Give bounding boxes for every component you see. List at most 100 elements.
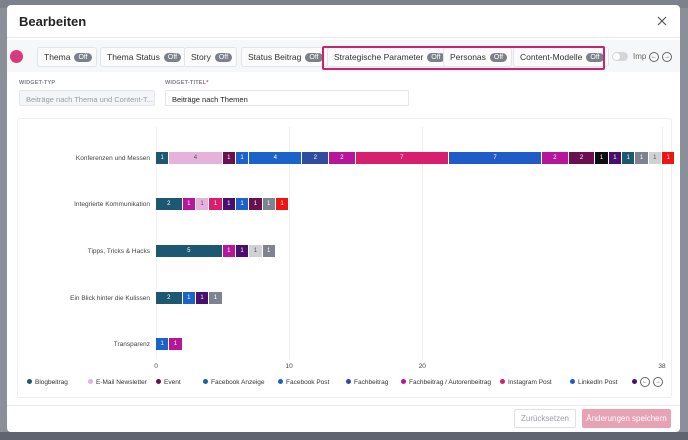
legend-next-icon[interactable]: → [653, 377, 663, 387]
legend-item[interactable] [632, 379, 640, 386]
legend-item[interactable]: E-Mail Newsletter [88, 379, 147, 386]
toggle-off-badge[interactable]: Off [74, 53, 92, 62]
legend-item[interactable]: Event [156, 379, 181, 386]
category-label: Tipps, Tricks & Hacks [87, 248, 150, 255]
scroll-right-icon[interactable]: → [662, 52, 672, 62]
legend-item[interactable]: LinkedIn Post [570, 379, 617, 386]
bar-segment[interactable]: 1 [662, 152, 676, 164]
bar-segment[interactable]: 1 [156, 152, 170, 164]
legend-dot-icon [27, 379, 32, 384]
bar-segment[interactable]: 1 [262, 198, 276, 210]
x-tick-label: 38 [658, 363, 666, 370]
legend-dot-icon [88, 379, 93, 384]
bar-segment[interactable]: 2 [156, 198, 183, 210]
legend-item[interactable]: Fachbeitrag / Autorenbeitrag [401, 379, 491, 386]
bar-segment[interactable]: 4 [249, 152, 303, 164]
legend-dot-icon [346, 379, 351, 384]
legend-item[interactable]: Instagram Post [500, 379, 552, 386]
toggle-off-badge[interactable]: Off [586, 53, 604, 62]
toggle-off-badge[interactable]: Off [489, 53, 508, 62]
filter-chip-personas[interactable]: Personas Off [443, 47, 513, 67]
bar-segment[interactable]: 1 [182, 292, 196, 304]
filter-chip-strategische-parameter[interactable]: Strategische Parameter Off [327, 47, 450, 67]
legend-prev-icon[interactable]: ← [640, 377, 650, 387]
bar-segment[interactable]: 7 [355, 152, 449, 164]
legend-dot-icon [570, 379, 575, 384]
reset-button[interactable]: Zurücksetzen [514, 409, 576, 428]
modal-header: Bearbeiten [7, 5, 680, 38]
bar-segment[interactable]: 1 [222, 198, 236, 210]
legend-label: Fachbeitrag [354, 379, 389, 386]
toggle-off-badge[interactable]: Off [427, 53, 445, 62]
legend-label: Facebook Post [286, 379, 330, 386]
active-filter-icon[interactable] [10, 50, 23, 63]
filter-chip-label: Strategische Parameter [334, 52, 424, 62]
bar-segment[interactable]: 1 [622, 152, 636, 164]
filter-chip-label: Content-Modelle [520, 52, 583, 62]
legend-item[interactable]: Facebook Anzeige [203, 379, 264, 386]
bar-segment[interactable]: 2 [302, 152, 330, 164]
bar-segment[interactable]: 1 [195, 198, 210, 210]
bar-segment[interactable]: 1 [235, 152, 250, 164]
filter-chip-status-beitrag[interactable]: Status Beitrag Off [241, 47, 328, 67]
toggle-switch[interactable] [612, 52, 628, 61]
toggle-off-badge[interactable]: Off [214, 53, 233, 62]
toggle-off-badge[interactable]: Off [305, 53, 323, 62]
bar-segment[interactable]: 7 [448, 152, 543, 164]
legend-label: Facebook Anzeige [211, 379, 265, 386]
legend-dot-icon [632, 379, 637, 384]
bar-segment[interactable]: 1 [235, 245, 250, 257]
save-button[interactable]: Änderungen speichern [582, 409, 671, 428]
bar-segment[interactable]: 2 [329, 152, 356, 164]
toggle-off-badge[interactable]: Off [163, 53, 182, 62]
filter-chip-label: Story [191, 52, 211, 62]
legend-label: LinkedIn Post [578, 379, 618, 386]
x-tick-label: 20 [418, 363, 426, 370]
filter-chip-story[interactable]: Story Off [184, 47, 238, 67]
bar-segment[interactable]: 1 [169, 338, 183, 350]
widget-title-label: WIDGET-TITEL* [165, 80, 209, 86]
scroll-left-icon[interactable]: ← [649, 52, 659, 62]
bar-segment[interactable]: 5 [156, 245, 223, 257]
bar-segment[interactable]: 1 [635, 152, 649, 164]
bar-segment[interactable]: 1 [156, 338, 170, 350]
bar-segment[interactable]: 2 [568, 152, 596, 164]
chart-panel: 0 10 20 38 Konferenzen und Messen 1 4 1 1 4 2 2 7 7 2 2… [17, 118, 676, 398]
edit-modal: Bearbeiten Thema Off Thema Status Off Stor… [7, 5, 680, 432]
bar-segment[interactable]: 1 [249, 198, 263, 210]
bar-segment[interactable]: 1 [275, 198, 290, 210]
legend-item[interactable]: Blogbeitrag [27, 379, 68, 386]
legend-item[interactable]: Facebook Post [278, 379, 329, 386]
filter-chip-label: Personas [450, 52, 486, 62]
close-icon[interactable] [655, 14, 669, 28]
bar-segment[interactable]: 1 [182, 198, 196, 210]
bar-segment[interactable]: 1 [595, 152, 609, 164]
bar-segment[interactable]: 1 [235, 198, 250, 210]
widget-title-input[interactable]: Beiträge nach Themen [165, 90, 409, 106]
background-bottom [0, 432, 688, 440]
widget-type-label: WIDGET-TYP [19, 80, 56, 86]
bar-segment[interactable]: 1 [195, 292, 210, 304]
bar-segment[interactable]: 1 [262, 245, 276, 257]
bar-segment[interactable]: 1 [608, 152, 623, 164]
filter-chip-label: Status Beitrag [248, 52, 302, 62]
legend-label: E-Mail Newsletter [96, 379, 147, 386]
bar-segment[interactable]: 2 [542, 152, 569, 164]
bar-segment[interactable]: 1 [648, 152, 662, 164]
bar-segment[interactable]: 1 [249, 245, 263, 257]
bar-segment[interactable]: 1 [209, 198, 223, 210]
widget-title-label-text: WIDGET-TITEL [165, 80, 207, 86]
bar-segment[interactable]: 1 [209, 292, 223, 304]
category-label: Konferenzen und Messen [75, 155, 150, 162]
bar-segment[interactable]: 4 [169, 152, 223, 164]
legend-item[interactable]: Fachbeitrag [346, 379, 388, 386]
bar-segment[interactable]: 2 [156, 292, 183, 304]
filter-chip-thema[interactable]: Thema Off [37, 47, 97, 67]
gridline [422, 127, 424, 359]
background-top [0, 0, 688, 8]
filter-chip-thema-status[interactable]: Thema Status Off [100, 47, 187, 67]
filter-chip-content-modelle[interactable]: Content-Modelle Off [513, 47, 609, 67]
bar-segment[interactable]: 1 [222, 152, 236, 164]
bar-segment[interactable]: 1 [222, 245, 236, 257]
filter-chip-label: Thema Status [107, 52, 160, 62]
